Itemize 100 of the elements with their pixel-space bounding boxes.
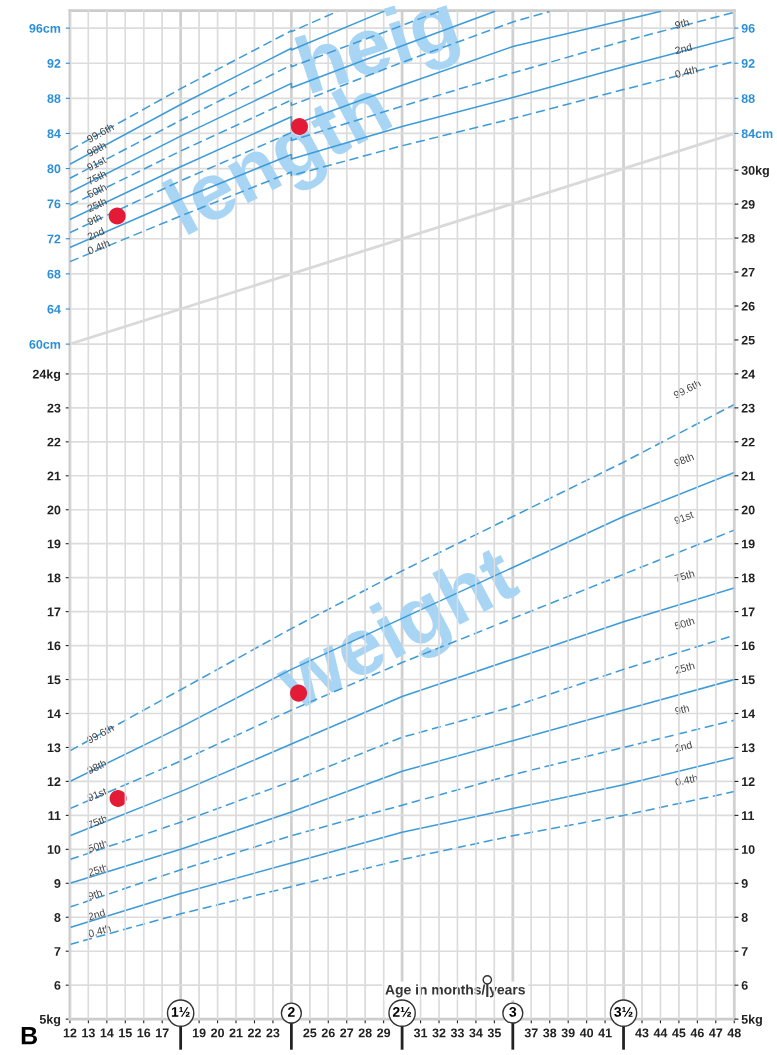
x-tick-label: 48 xyxy=(727,1028,741,1038)
line-series xyxy=(69,790,735,946)
x-tick-label: 38 xyxy=(543,1028,557,1038)
x-tick-label: 25 xyxy=(303,1028,317,1038)
y2-tick-label: 17 xyxy=(742,607,755,617)
x2-tick-label: 2 xyxy=(288,1007,295,1017)
y2-tick-label: 19 xyxy=(742,539,755,549)
text: 0.4th xyxy=(674,773,698,787)
y-tick-label: 24kg xyxy=(32,369,61,382)
x2-tick-label: 2½ xyxy=(392,1007,412,1017)
y-tick-label: 96cm xyxy=(29,23,61,33)
x-tick-label: 41 xyxy=(598,1028,612,1038)
y2-tick-label: 7 xyxy=(741,947,748,956)
line-series xyxy=(69,529,735,810)
y-tick-label: 17 xyxy=(47,607,61,617)
x-tick-label: 19 xyxy=(192,1028,206,1038)
y-tick-label: 16 xyxy=(47,641,61,651)
x-tick-label: 23 xyxy=(266,1028,280,1038)
text: 0.4th xyxy=(674,65,698,79)
y2-tick-label: 6 xyxy=(741,980,748,990)
y-tick-label: 60cm xyxy=(29,339,61,349)
text: 91st xyxy=(673,511,695,525)
y-tick-label: 72 xyxy=(47,234,61,244)
x-tick-label: 26 xyxy=(321,1028,335,1038)
y2-tick-label: 25 xyxy=(741,335,755,345)
text: 9th xyxy=(674,704,690,715)
x-tick-label: 28 xyxy=(358,1028,372,1038)
y2-tick-label: 30kg xyxy=(741,165,769,178)
text: 25th xyxy=(86,197,108,213)
y2-tick-label: 24 xyxy=(741,369,756,379)
y-tick-label: 14 xyxy=(47,709,61,719)
text: 50th xyxy=(674,616,695,630)
y2-tick-label: 18 xyxy=(742,573,755,583)
y-tick-label: 8 xyxy=(54,913,61,922)
y2-tick-label: 10 xyxy=(742,845,755,854)
x-tick-label: 39 xyxy=(561,1028,575,1038)
y2-tick-label: 15 xyxy=(742,675,755,685)
text: 9th xyxy=(674,18,690,29)
y2-tick-label: 23 xyxy=(741,403,755,413)
x2-tick-label: 3 xyxy=(509,1007,517,1017)
y-tick-label: 22 xyxy=(47,437,61,447)
line-series xyxy=(69,403,735,752)
text: 0.4th xyxy=(86,239,111,255)
x-tick-label: 27 xyxy=(340,1028,354,1038)
x-tick-label: 32 xyxy=(432,1028,446,1038)
text: 9th xyxy=(86,213,102,226)
x-tick-label: 15 xyxy=(119,1028,132,1038)
text: 98th xyxy=(673,452,695,467)
y-tick-label: 15 xyxy=(47,675,61,685)
x-tick-label: 34 xyxy=(469,1028,483,1038)
text: 2nd xyxy=(674,740,693,752)
x-tick-label: 33 xyxy=(450,1028,464,1038)
y2-tick-label: 13 xyxy=(742,743,755,753)
y-tick-label: 21 xyxy=(47,471,61,481)
y-tick-label: 7 xyxy=(54,947,61,956)
x-tick-label: 22 xyxy=(247,1028,261,1038)
x-tick-label: 21 xyxy=(229,1028,243,1038)
text: 2nd xyxy=(86,227,105,241)
x-tick-label: 12 xyxy=(63,1028,77,1038)
y2-tick-label: 9 xyxy=(741,879,748,888)
x-tick-label: 20 xyxy=(211,1028,224,1038)
text: 99.6th xyxy=(673,379,702,399)
y2-tick-label: 22 xyxy=(741,437,755,447)
y2-tick-label: 88 xyxy=(741,94,755,103)
y2-tick-label: 14 xyxy=(742,709,756,719)
text: 91st xyxy=(86,155,107,172)
y-tick-label: 92 xyxy=(47,59,61,68)
x-tick-label: 40 xyxy=(579,1028,594,1038)
y2-tick-label: 27 xyxy=(741,267,755,277)
y-tick-label: 76 xyxy=(47,199,61,209)
x-tick-label: 43 xyxy=(635,1028,649,1038)
y2-tick-label: 21 xyxy=(741,471,755,481)
text: B xyxy=(21,1027,38,1045)
x-tick-label: 16 xyxy=(137,1028,151,1038)
y-tick-label: 80 xyxy=(47,164,61,174)
y-tick-label: 12 xyxy=(47,777,61,786)
y-tick-label: 19 xyxy=(47,539,61,549)
y2-tick-label: 92 xyxy=(741,59,755,68)
y-tick-label: 10 xyxy=(47,845,61,854)
x-tick-label: 31 xyxy=(413,1028,428,1038)
x-tick-label: 46 xyxy=(690,1028,704,1038)
y2-tick-label: 29 xyxy=(741,199,755,209)
x-tick-label: 14 xyxy=(100,1028,114,1038)
text: 98th xyxy=(86,141,107,158)
y2-tick-label: 96 xyxy=(741,23,755,33)
y2-tick-label: 11 xyxy=(742,811,755,820)
x-tick-label: 13 xyxy=(82,1028,95,1038)
text: 75th xyxy=(87,814,108,829)
text: 50th xyxy=(86,183,108,199)
y-tick-label: 88 xyxy=(47,94,61,103)
y-tick-label: 9 xyxy=(54,879,61,888)
y2-tick-label: 28 xyxy=(741,233,755,243)
y-tick-label: 68 xyxy=(47,269,61,279)
x-tick-label: 37 xyxy=(524,1028,538,1038)
text: 2nd xyxy=(674,42,693,55)
y2-tick-label: 16 xyxy=(742,641,755,651)
y-tick-label: 84 xyxy=(47,129,61,139)
x-tick-label: 35 xyxy=(487,1028,501,1038)
y2-tick-label: 84cm xyxy=(741,129,773,139)
x2-tick-label: 1½ xyxy=(171,1007,190,1017)
